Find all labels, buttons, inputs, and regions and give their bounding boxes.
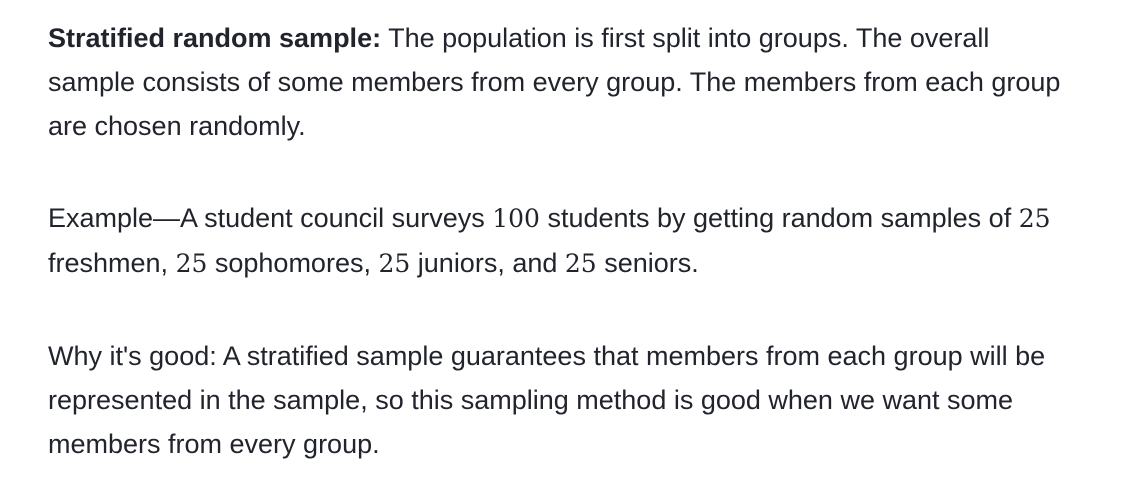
why-text: Why it's good: A stratified sample guara… [48, 341, 1046, 459]
example-sophomores-number: 25 [175, 249, 208, 278]
definition-paragraph: Stratified random sample: The population… [48, 16, 1078, 148]
example-text-2: freshmen, [48, 248, 176, 278]
example-paragraph: Example—A student council surveys 100 st… [48, 196, 1078, 286]
example-text-3: sophomores, [207, 248, 379, 278]
example-total-number: 100 [492, 204, 540, 233]
example-juniors-number: 25 [378, 249, 411, 278]
definition-term: Stratified random sample: [48, 23, 382, 53]
definition-text: The population is first split into group… [48, 23, 1061, 141]
example-text-1: students by getting random samples of [539, 203, 1019, 233]
example-intro: Example—A student council surveys [48, 203, 493, 233]
example-freshmen-number: 25 [1018, 204, 1051, 233]
example-text-5: seniors. [596, 248, 699, 278]
why-paragraph: Why it's good: A stratified sample guara… [48, 334, 1078, 466]
example-text-4: juniors, and [410, 248, 565, 278]
example-seniors-number: 25 [564, 249, 597, 278]
article-body: Stratified random sample: The population… [48, 16, 1078, 466]
